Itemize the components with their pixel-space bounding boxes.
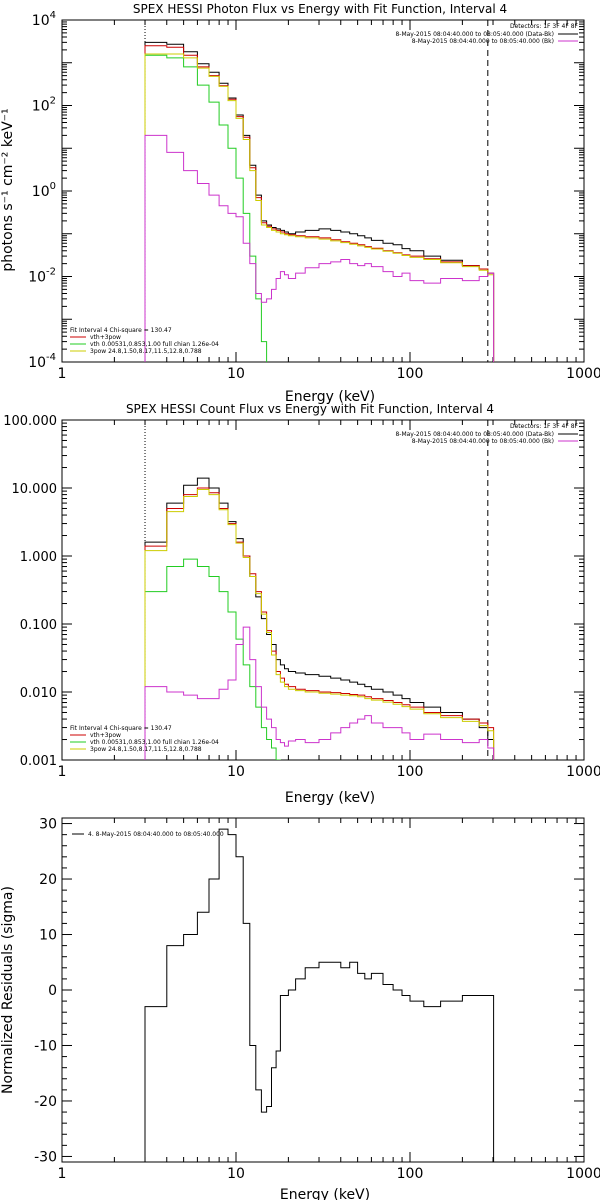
legend-entry: 8-May-2015 08:04:40.000 to 08:05:40.000 …: [412, 438, 554, 445]
count-plot: 1 10 100 1000 0.001 0.010 0.100 1.000 10.000 100.…: [3, 414, 600, 780]
photon-xlabel: Energy (keV): [285, 389, 375, 405]
y-tick-label: 1.000: [20, 550, 57, 565]
legend-entry: 3pow 24.8,1.50,8.17,11.5,12.8,0.788: [90, 746, 202, 753]
legend-header: Fit Interval 4 Chi-square = 130.47: [70, 725, 172, 732]
y-tick-label: 0.010: [20, 686, 57, 701]
legend-entry: vth+3pow: [90, 732, 121, 739]
y-tick-label: -10: [34, 1038, 57, 1054]
series-3pow: [144, 53, 495, 362]
series-vth-3pow: [144, 487, 495, 760]
y-tick-label: 10-2: [28, 267, 56, 286]
y-tick-label: 10-4: [28, 352, 56, 371]
resid-ylabel: Normalized Residuals (sigma): [0, 886, 16, 1094]
series-group: [144, 41, 495, 362]
series-data-bk: [144, 41, 495, 362]
series-vth: [144, 558, 295, 760]
series-group: [144, 828, 495, 1162]
plot-frame: [61, 19, 585, 363]
y-tick-label: 30: [39, 817, 57, 833]
legend-entry: 3pow 24.8,1.50,8.17,11.5,12.8,0.788: [90, 348, 202, 355]
legend-entry: 8-May-2015 08:04:40.000 to 08:05:40.000 …: [395, 31, 554, 38]
legend-entry: 4. 8-May-2015 08:04:40.000 to 08:05:40.0…: [88, 831, 224, 838]
series-bk: [144, 134, 495, 362]
x-tick-label: 1: [58, 1166, 67, 1182]
series-bk: [144, 626, 495, 760]
count-title: SPEX HESSI Count Flux vs Energy with Fit…: [126, 402, 494, 416]
count-xlabel: Energy (keV): [285, 790, 375, 806]
y-tick-exponent: 0: [50, 181, 56, 192]
y-tick-label: 10.000: [12, 482, 58, 497]
y-tick-base: 10: [32, 184, 50, 200]
legend-header: Fit Interval 4 Chi-square = 130.47: [70, 327, 172, 334]
photon-ylabel: photons s⁻¹ cm⁻² keV⁻¹: [0, 108, 16, 271]
x-tick-label: 1: [58, 764, 67, 780]
x-tick-label: 1000: [566, 366, 600, 382]
y-tick-label: 20: [39, 872, 57, 888]
photon-title: SPEX HESSI Photon Flux vs Energy with Fi…: [133, 2, 507, 16]
series-group: [144, 477, 495, 760]
x-tick-label: 10: [227, 1166, 245, 1182]
x-tick-label: 100: [397, 764, 424, 780]
y-tick-base: 10: [28, 355, 46, 371]
y-tick-base: 10: [32, 99, 50, 115]
resid-xlabel: Energy (keV): [280, 1187, 370, 1200]
legend-header: Detectors: 1F 3F 4F 8F: [510, 23, 579, 30]
plot-frame: [61, 419, 585, 761]
series-data-bk: [144, 477, 495, 760]
y-tick-label: 0.100: [20, 618, 57, 633]
x-tick-label: 1: [58, 366, 67, 382]
series-vth-3pow: [144, 45, 495, 362]
y-tick-label: 0: [48, 983, 57, 999]
x-tick-label: 100: [397, 1166, 424, 1182]
y-tick-label: 10: [39, 928, 57, 944]
y-tick-label: 102: [32, 96, 56, 115]
x-tick-label: 100: [397, 366, 424, 382]
series-3pow: [144, 489, 495, 760]
x-tick-label: 1000: [566, 764, 600, 780]
legend-entry: vth 0.00531,0.853,1.00 full chian 1.26e-…: [90, 739, 219, 746]
panel-residuals: Energy (keV) Normalized Residuals (sigma…: [0, 817, 600, 1200]
y-tick-label: 100: [32, 181, 56, 200]
x-tick-label: 1000: [566, 1166, 600, 1182]
x-tick-label: 10: [227, 366, 245, 382]
legend-entry: 8-May-2015 08:04:40.000 to 08:05:40.000 …: [412, 38, 554, 45]
y-tick-exponent: 4: [50, 10, 56, 21]
y-tick-label: 104: [32, 10, 56, 29]
y-tick-label: 0.001: [20, 754, 57, 769]
panel-count-flux: SPEX HESSI Count Flux vs Energy with Fit…: [3, 402, 600, 806]
legend-entry: vth+3pow: [90, 334, 121, 341]
series-residuals: [144, 828, 495, 1162]
y-tick-base: 10: [28, 270, 46, 286]
y-tick-base: 10: [32, 13, 50, 29]
y-tick-exponent: -4: [46, 352, 56, 363]
y-tick-label: -30: [34, 1149, 57, 1165]
panel-photon-flux: SPEX HESSI Photon Flux vs Energy with Fi…: [0, 2, 600, 405]
legend-header: Detectors: 1F 3F 4F 8F: [510, 423, 579, 430]
series-vth: [144, 54, 295, 362]
legend-entry: vth 0.00531,0.853,1.00 full chian 1.26e-…: [90, 341, 219, 348]
y-tick-label: -20: [34, 1094, 57, 1110]
x-tick-label: 10: [227, 764, 245, 780]
legend-entry: 8-May-2015 08:04:40.000 to 08:05:40.000 …: [395, 431, 554, 438]
y-tick-exponent: 2: [50, 96, 56, 107]
plot-frame: [61, 817, 585, 1163]
y-tick-label: 100.000: [3, 414, 57, 429]
y-tick-exponent: -2: [46, 267, 56, 278]
